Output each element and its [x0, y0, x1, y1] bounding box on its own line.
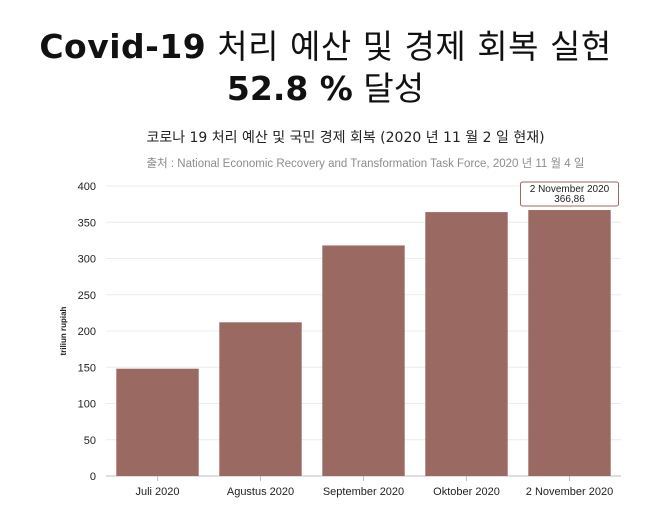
- x-tick-label: 2 November 2020: [526, 486, 613, 498]
- y-tick-label: 200: [78, 326, 96, 338]
- bar-3: [322, 245, 405, 476]
- y-tick-label: 400: [78, 181, 96, 193]
- x-tick-label: September 2020: [323, 486, 404, 498]
- y-tick-label: 250: [78, 290, 96, 302]
- headline-percentage: 52.8 %: [226, 69, 353, 108]
- chart-subtitle: 출처 : National Economic Recovery and Tran…: [146, 158, 585, 170]
- tooltip-value: 366,86: [554, 194, 585, 205]
- y-tick-label: 150: [78, 362, 96, 374]
- bar-2: [219, 322, 302, 476]
- headline-line-1: Covid-19 처리 예산 및 경제 회복 실현: [0, 20, 651, 68]
- tooltip-category: 2 November 2020: [530, 184, 610, 195]
- chart-title: 코로나 19 처리 예산 및 국민 경제 회복 (2020 년 11 월 2 일…: [146, 130, 545, 146]
- y-tick-label: 100: [78, 399, 96, 411]
- headline-line-1-rest: 처리 예산 및 경제 회복 실현: [206, 27, 612, 66]
- headline-line-2: 52.8 % 달성: [0, 62, 651, 110]
- tooltip-box: [520, 181, 619, 207]
- y-tick-label: 50: [84, 435, 96, 447]
- bar-1: [116, 368, 199, 476]
- y-tick-label: 350: [78, 217, 96, 229]
- y-axis-label: triliun rupiah: [59, 306, 68, 355]
- x-tick-label: Agustus 2020: [227, 486, 294, 498]
- bar-5: [528, 210, 611, 477]
- headline-covid: Covid-19: [39, 27, 207, 66]
- y-tick-label: 0: [90, 471, 96, 483]
- bar-4: [425, 212, 508, 476]
- x-tick-label: Oktober 2020: [433, 486, 500, 498]
- headline-line-2-rest: 달성: [352, 69, 425, 108]
- x-tick-label: Juli 2020: [135, 486, 179, 498]
- y-tick-label: 300: [78, 254, 96, 266]
